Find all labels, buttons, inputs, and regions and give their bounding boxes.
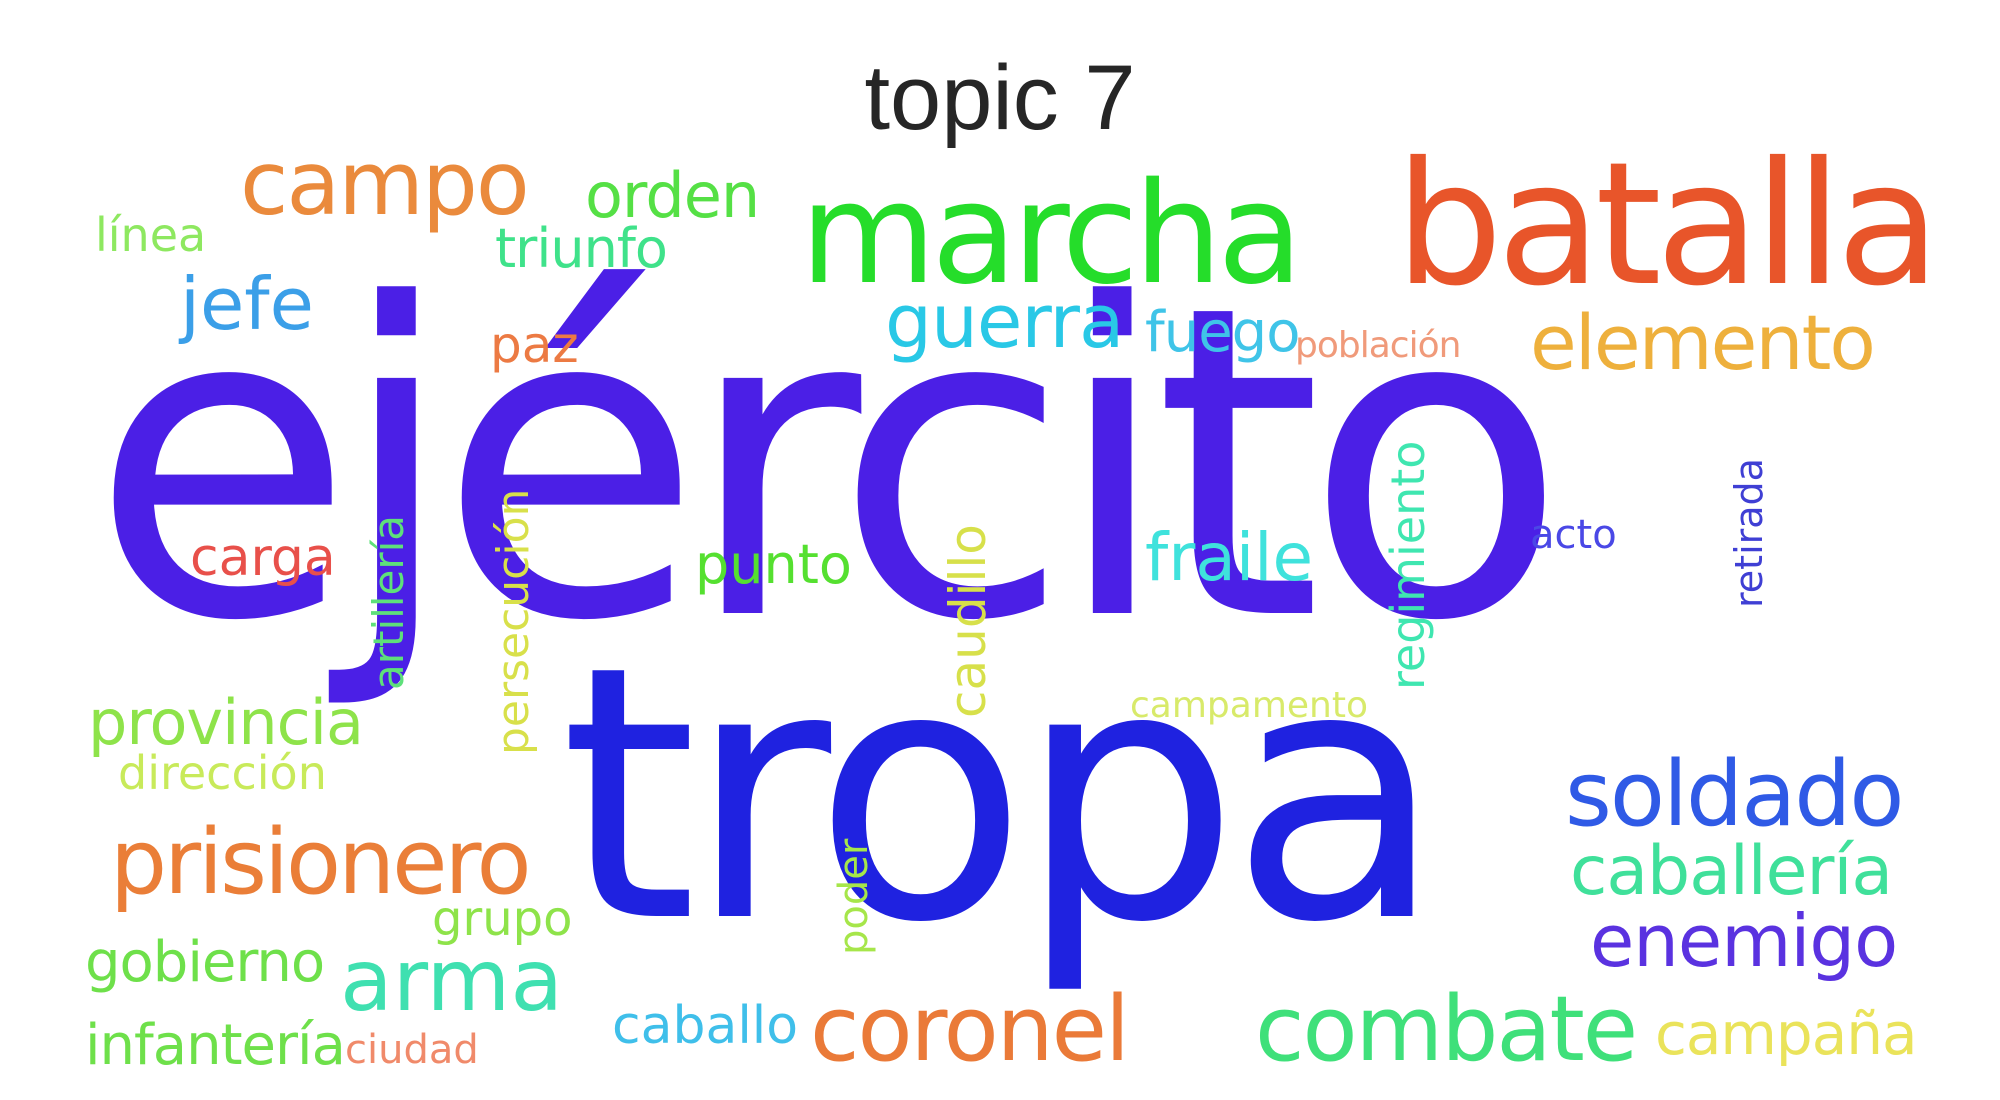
word-ejercito: ejército [90,215,1567,715]
word-gobierno: gobierno [85,930,325,995]
word-caballeria: caballería [1570,832,1893,911]
chart-title: topic 7 [864,47,1136,149]
word-ciudad: ciudad [345,1027,479,1073]
word-artilleria: artillería [364,515,413,690]
word-marcha: marcha [800,153,1303,316]
word-fraile: fraile [1145,519,1314,596]
word-enemigo: enemigo [1590,899,1898,983]
word-elemento: elemento [1530,298,1876,387]
word-carga: carga [190,528,336,588]
word-tropa: tropa [560,591,1444,999]
word-caballo: caballo [612,996,799,1056]
word-paz: paz [490,316,579,374]
word-regimiento: regimiento [1381,440,1435,690]
word-grupo: grupo [432,891,573,947]
word-caudillo: caudillo [939,524,997,718]
word-campo: campo [240,132,530,235]
word-guerra: guerra [885,279,1124,365]
word-poblacion: población [1295,325,1461,366]
word-prisionero: prisionero [110,810,532,915]
word-linea: línea [95,208,207,262]
word-orden: orden [585,159,760,232]
word-coronel: coronel [810,977,1130,1082]
word-provincia: provincia [88,686,364,759]
word-fuego: fuego [1145,300,1300,365]
word-campamento: campamento [1130,685,1369,726]
word-campana: campaña [1655,1000,1918,1068]
word-soldado: soldado [1565,742,1904,847]
word-infanteria: infantería [85,1013,346,1078]
word-direccion: dirección [118,746,327,800]
word-jefe: jefe [180,262,314,346]
word-persecucion: persecución [488,488,539,755]
word-poder: poder [831,838,877,955]
word-combate: combate [1255,977,1638,1082]
word-batalla: batalla [1395,126,1941,324]
word-triunfo: triunfo [495,217,668,280]
word-acto: acto [1530,512,1617,558]
word-punto: punto [695,533,852,596]
word-arma: arma [340,931,564,1031]
word-retirada: retirada [1727,458,1771,608]
